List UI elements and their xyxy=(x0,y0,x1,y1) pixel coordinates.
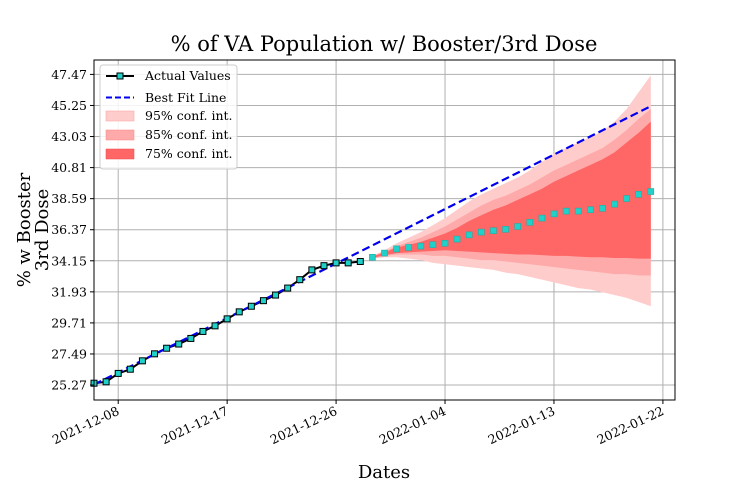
legend-swatch-75 xyxy=(105,148,135,160)
predicted-marker-2 xyxy=(393,245,400,253)
actual-marker-9 xyxy=(199,327,207,335)
y-tick-label-8: 43.03 xyxy=(51,129,87,144)
x-tick-label-5: 2022-01-22 xyxy=(594,403,666,447)
actual-marker-19 xyxy=(320,262,328,270)
predicted-marker-8 xyxy=(465,231,473,239)
y-axis-label-line-1: % w Booster xyxy=(14,172,35,287)
y-tick-label-0: 25.27 xyxy=(51,378,87,393)
legend-marker-actual xyxy=(116,72,124,80)
x-tick-label-1: 2021-12-17 xyxy=(159,403,231,447)
legend-label-best-fit: Best Fit Line xyxy=(145,90,226,105)
x-tick-label-3: 2022-01-04 xyxy=(377,403,449,447)
x-tick-label-4: 2022-01-13 xyxy=(486,403,558,447)
predicted-marker-3 xyxy=(405,244,413,251)
predicted-marker-11 xyxy=(502,226,509,233)
legend: Actual Values Best Fit Line 95% conf. in… xyxy=(99,64,238,170)
y-tick-label-1: 27.49 xyxy=(51,346,87,361)
legend-label-85: 85% conf. int. xyxy=(145,127,233,142)
best-fit-line xyxy=(93,105,652,386)
predicted-marker-6 xyxy=(441,239,449,247)
actual-marker-8 xyxy=(187,334,195,342)
predicted-marker-19 xyxy=(599,205,606,212)
actual-marker-14 xyxy=(259,297,267,305)
actual-marker-7 xyxy=(175,340,183,348)
actual-marker-21 xyxy=(344,259,352,267)
predicted-marker-20 xyxy=(611,200,618,208)
predicted-marker-7 xyxy=(453,235,461,243)
actual-marker-3 xyxy=(126,365,134,373)
predicted-marker-21 xyxy=(623,195,630,202)
actual-marker-13 xyxy=(247,302,255,310)
predicted-marker-0 xyxy=(369,253,376,261)
predicted-marker-12 xyxy=(514,223,521,230)
y-tick-label-3: 31.93 xyxy=(51,284,87,299)
actual-marker-4 xyxy=(138,357,146,365)
actual-marker-15 xyxy=(272,291,280,299)
x-tick-label-0: 2021-12-08 xyxy=(50,403,122,447)
actual-marker-1 xyxy=(102,378,110,386)
actual-marker-10 xyxy=(211,322,219,330)
predicted-marker-10 xyxy=(490,227,497,234)
predicted-marker-15 xyxy=(550,210,558,218)
legend-label-75: 75% conf. int. xyxy=(145,146,233,161)
predicted-marker-13 xyxy=(526,219,534,226)
actual-marker-18 xyxy=(308,266,316,274)
y-tick-label-10: 47.47 xyxy=(51,67,87,82)
y-tick-label-4: 34.15 xyxy=(51,253,87,268)
predicted-marker-18 xyxy=(586,206,594,214)
legend-swatch-85 xyxy=(105,129,135,141)
chart-title: % of VA Population w/ Booster/3rd Dose xyxy=(171,32,598,56)
x-tick-label-2: 2021-12-26 xyxy=(268,403,340,447)
predicted-marker-1 xyxy=(381,249,388,257)
predicted-marker-9 xyxy=(478,228,485,236)
legend-label-95: 95% conf. int. xyxy=(145,108,233,123)
actual-marker-5 xyxy=(151,350,159,358)
confidence-bands xyxy=(372,75,651,307)
y-tick-label-2: 29.71 xyxy=(51,315,87,330)
actual-marker-2 xyxy=(114,369,122,377)
actual-marker-22 xyxy=(356,257,364,265)
series-layer xyxy=(90,105,655,387)
predicted-marker-4 xyxy=(417,242,425,250)
predicted-marker-16 xyxy=(562,207,570,215)
actual-marker-6 xyxy=(163,344,171,352)
legend-swatch-95 xyxy=(105,110,135,122)
legend-label-actual: Actual Values xyxy=(144,68,231,83)
y-tick-label-9: 45.25 xyxy=(51,98,87,113)
y-tick-label-5: 36.37 xyxy=(51,222,87,237)
y-axis-label-line-2: 3rd Dose xyxy=(32,189,53,271)
predicted-marker-17 xyxy=(574,207,582,215)
actual-marker-16 xyxy=(284,284,292,292)
band-75-conf-int xyxy=(372,121,651,259)
y-axis-ticks: 25.27 27.49 29.71 31.93 34.15 36.37 38.59 40.81… xyxy=(51,67,94,393)
predicted-marker-5 xyxy=(429,241,437,248)
predicted-marker-22 xyxy=(635,191,642,198)
actual-marker-20 xyxy=(332,259,340,267)
x-axis-ticks: 2021-12-08 2021-12-17 2021-12-26 2022-01-04… xyxy=(50,400,666,447)
x-axis-label: Dates xyxy=(358,462,410,483)
predicted-marker-23 xyxy=(647,188,655,195)
legend-box xyxy=(99,64,238,170)
actual-marker-11 xyxy=(223,315,231,323)
y-tick-label-6: 38.59 xyxy=(51,191,87,206)
y-axis-label: % w Booster 3rd Dose xyxy=(14,172,53,287)
y-tick-label-7: 40.81 xyxy=(51,160,87,175)
actual-marker-12 xyxy=(235,308,243,316)
predicted-marker-14 xyxy=(538,214,546,222)
actual-marker-17 xyxy=(296,276,304,284)
